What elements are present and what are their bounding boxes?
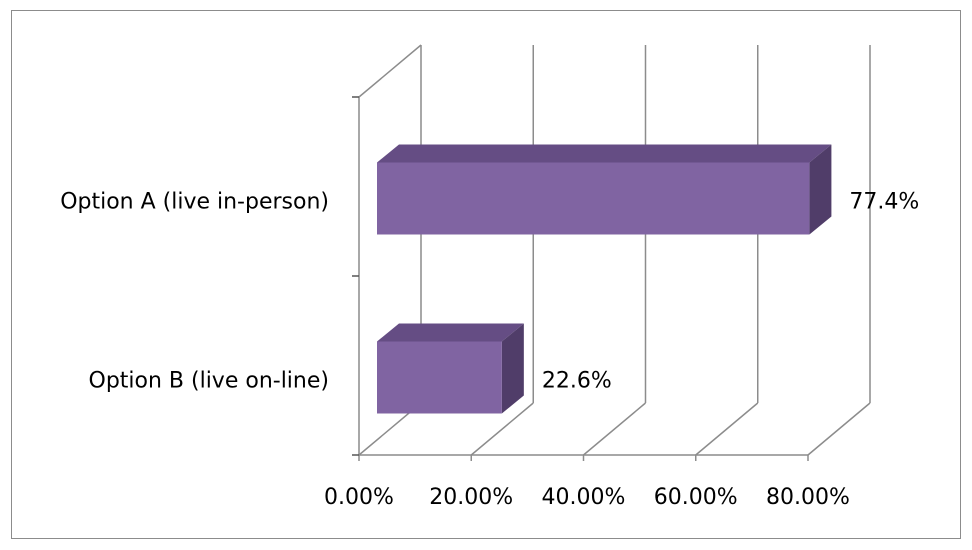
bar-top-face	[377, 323, 524, 342]
category-label: Option A (live in-person)	[60, 190, 329, 215]
bar-top-face	[377, 144, 832, 163]
bar-front-face	[377, 162, 810, 235]
bar-side-face	[809, 144, 832, 235]
x-tick-label: 20.00%	[429, 485, 513, 510]
x-tick-label: 80.00%	[766, 485, 850, 510]
x-tick-label: 60.00%	[654, 485, 738, 510]
category-label: Option B (live on-line)	[89, 369, 330, 394]
bar-side-face	[501, 323, 524, 414]
bar-option-a	[377, 144, 832, 235]
floor-gridline	[583, 402, 646, 456]
data-label: 77.4%	[849, 190, 919, 215]
bar-front-face	[377, 341, 502, 414]
bar-option-b	[377, 323, 524, 414]
x-tick-label: 0.00%	[324, 485, 394, 510]
bar-layer	[377, 144, 832, 414]
x-tick-label: 40.00%	[542, 485, 626, 510]
left-wall-top	[358, 44, 422, 98]
data-label: 22.6%	[542, 369, 612, 394]
floor-gridline	[807, 402, 871, 456]
floor-gridline	[470, 402, 534, 456]
floor-gridline	[695, 402, 759, 456]
chart-frame	[11, 10, 961, 539]
label-layer: 77.4% Option A (live in-person) 22.6% Optio…	[60, 190, 919, 511]
